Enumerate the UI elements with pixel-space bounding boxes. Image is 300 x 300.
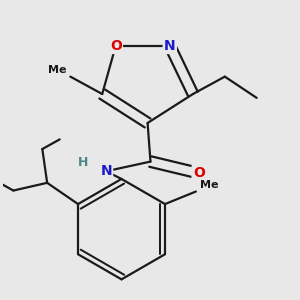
Text: Me: Me [200,180,218,190]
Text: N: N [164,39,176,53]
Text: Me: Me [48,65,67,75]
Text: H: H [78,156,89,169]
Text: O: O [193,166,205,180]
Text: N: N [100,164,112,178]
Text: O: O [110,39,122,53]
